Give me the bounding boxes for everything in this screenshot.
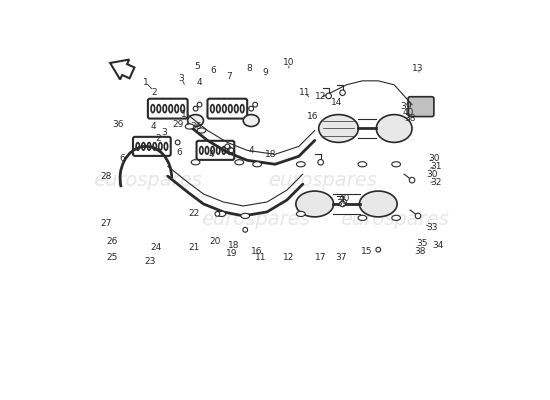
Text: 1: 1 (181, 110, 186, 119)
Ellipse shape (296, 211, 305, 216)
Circle shape (193, 106, 198, 111)
Text: 6: 6 (177, 148, 183, 157)
Text: 9: 9 (262, 68, 268, 77)
Circle shape (249, 106, 254, 111)
Text: 38: 38 (404, 114, 416, 123)
Text: 23: 23 (144, 257, 156, 266)
Circle shape (197, 102, 202, 107)
Ellipse shape (235, 160, 244, 165)
Text: 16: 16 (251, 247, 263, 256)
Text: 17: 17 (315, 253, 327, 262)
Ellipse shape (188, 114, 204, 126)
Ellipse shape (191, 160, 200, 165)
Circle shape (318, 160, 323, 165)
Text: 19: 19 (226, 249, 237, 258)
Circle shape (409, 177, 415, 183)
Text: 39: 39 (400, 102, 412, 111)
Text: 26: 26 (107, 237, 118, 246)
Ellipse shape (197, 128, 206, 133)
Text: 32: 32 (430, 178, 442, 187)
Text: 28: 28 (101, 172, 112, 181)
Ellipse shape (376, 114, 412, 142)
Circle shape (215, 212, 220, 216)
Text: 12: 12 (283, 253, 295, 262)
Circle shape (340, 90, 345, 96)
Circle shape (229, 148, 234, 153)
Ellipse shape (241, 213, 250, 218)
Text: 31: 31 (430, 162, 442, 171)
Text: eurospares: eurospares (94, 171, 202, 190)
Text: 4: 4 (208, 150, 214, 159)
Text: 37: 37 (335, 253, 346, 262)
Text: 27: 27 (101, 219, 112, 228)
FancyBboxPatch shape (408, 97, 434, 116)
Text: 2: 2 (151, 88, 157, 97)
Text: 16: 16 (307, 112, 318, 121)
Text: 33: 33 (426, 223, 438, 232)
Text: 5: 5 (195, 62, 200, 72)
Text: 20: 20 (210, 237, 221, 246)
Text: 34: 34 (432, 241, 443, 250)
Text: 8: 8 (246, 64, 252, 74)
Ellipse shape (217, 211, 225, 216)
Ellipse shape (392, 162, 400, 167)
Text: 12: 12 (315, 92, 326, 101)
Text: 24: 24 (150, 243, 162, 252)
Text: 22: 22 (188, 210, 199, 218)
Text: 11: 11 (255, 253, 267, 262)
Circle shape (340, 201, 345, 207)
Ellipse shape (296, 162, 305, 167)
Ellipse shape (318, 114, 359, 142)
Text: 39: 39 (337, 200, 348, 208)
Text: 3: 3 (161, 128, 167, 137)
Text: 4: 4 (249, 146, 254, 155)
Ellipse shape (359, 191, 397, 217)
Text: 10: 10 (283, 58, 295, 68)
Circle shape (243, 228, 248, 232)
Ellipse shape (358, 162, 367, 167)
Text: 36: 36 (190, 122, 201, 131)
Circle shape (175, 140, 180, 145)
Circle shape (225, 144, 230, 149)
Circle shape (326, 93, 332, 99)
Text: 6: 6 (211, 66, 216, 76)
Text: 18: 18 (228, 241, 239, 250)
Text: 11: 11 (299, 88, 311, 97)
FancyArrow shape (110, 60, 134, 80)
Text: eurospares: eurospares (340, 210, 449, 229)
Text: 38: 38 (414, 247, 426, 256)
Circle shape (376, 247, 381, 252)
Ellipse shape (253, 162, 261, 167)
Ellipse shape (392, 215, 400, 220)
Text: 6: 6 (119, 154, 125, 163)
Text: 21: 21 (188, 243, 199, 252)
Text: 40: 40 (403, 108, 414, 117)
Text: 25: 25 (107, 253, 118, 262)
Text: 30: 30 (428, 154, 439, 163)
Text: 14: 14 (331, 98, 342, 107)
Text: eurospares: eurospares (201, 210, 310, 229)
Text: 40: 40 (339, 194, 350, 202)
Text: 18: 18 (265, 150, 277, 159)
Circle shape (253, 102, 257, 107)
Text: 1: 1 (143, 78, 149, 87)
Text: 4: 4 (151, 122, 157, 131)
Text: 29: 29 (172, 120, 183, 129)
Ellipse shape (358, 215, 367, 220)
Text: 2: 2 (155, 134, 161, 143)
Text: 30: 30 (426, 170, 438, 179)
Text: 3: 3 (179, 74, 185, 83)
Text: 4: 4 (197, 78, 202, 87)
Ellipse shape (296, 191, 334, 217)
Ellipse shape (243, 114, 259, 126)
Text: 7: 7 (227, 72, 232, 81)
Text: eurospares: eurospares (268, 171, 377, 190)
Circle shape (415, 213, 421, 219)
Text: 13: 13 (412, 64, 424, 74)
Text: 35: 35 (416, 239, 428, 248)
Text: 15: 15 (361, 247, 372, 256)
Text: 36: 36 (112, 120, 124, 129)
Ellipse shape (185, 124, 194, 129)
